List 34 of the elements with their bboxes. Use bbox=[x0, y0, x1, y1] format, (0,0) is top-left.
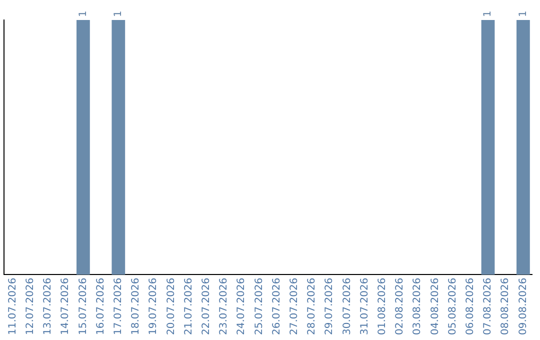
x-tick-label: 28.07.2026 bbox=[306, 278, 318, 336]
x-tick-label: 03.08.2026 bbox=[412, 278, 424, 336]
x-tick-label: 15.07.2026 bbox=[78, 278, 89, 336]
x-tick-label: 30.07.2026 bbox=[342, 278, 353, 336]
x-tick-label: 16.07.2026 bbox=[95, 278, 106, 336]
x-tick-label: 19.07.2026 bbox=[148, 278, 160, 336]
x-tick-label: 20.07.2026 bbox=[166, 278, 177, 336]
x-tick-label: 24.07.2026 bbox=[236, 278, 248, 336]
x-tick-label: 23.07.2026 bbox=[218, 278, 230, 336]
x-tick-label: 18.07.2026 bbox=[130, 278, 142, 336]
x-tick-label: 07.08.2026 bbox=[482, 278, 494, 336]
x-tick-label: 29.07.2026 bbox=[324, 278, 336, 336]
x-tick-label: 14.07.2026 bbox=[60, 278, 72, 336]
data-label: 1 bbox=[482, 10, 494, 17]
x-tick-label: 31.07.2026 bbox=[359, 278, 370, 336]
x-tick-label: 09.08.2026 bbox=[518, 278, 529, 336]
x-tick-label: 26.07.2026 bbox=[271, 278, 282, 336]
x-tick-label: 06.08.2026 bbox=[464, 278, 476, 336]
x-tick-label: 04.08.2026 bbox=[430, 278, 441, 336]
x-tick-label: 25.07.2026 bbox=[254, 278, 265, 336]
x-tick-label: 11.07.2026 bbox=[7, 278, 18, 336]
x-tick-label: 08.08.2026 bbox=[500, 278, 512, 336]
x-tick-label: 05.08.2026 bbox=[447, 278, 458, 336]
x-tick-label: 02.08.2026 bbox=[394, 278, 406, 336]
x-tick-label: 12.07.2026 bbox=[24, 278, 36, 336]
x-tick-label: 13.07.2026 bbox=[42, 278, 54, 336]
data-label: 1 bbox=[78, 10, 89, 17]
x-tick-label: 01.08.2026 bbox=[376, 278, 388, 336]
x-tick-label: 22.07.2026 bbox=[200, 278, 212, 336]
data-label: 1 bbox=[112, 10, 124, 17]
x-tick-label: 27.07.2026 bbox=[288, 278, 300, 336]
x-tick-label: 17.07.2026 bbox=[112, 278, 124, 336]
x-tick-label: 21.07.2026 bbox=[183, 278, 194, 336]
data-label: 1 bbox=[518, 10, 529, 17]
